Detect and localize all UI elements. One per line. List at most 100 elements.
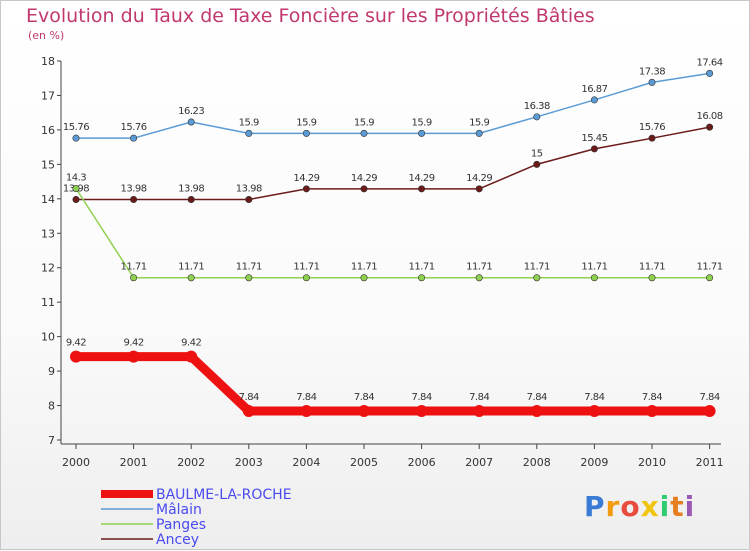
series-line bbox=[71, 352, 715, 416]
data-label: 11.71 bbox=[466, 262, 492, 273]
x-tick-label: 2004 bbox=[292, 456, 320, 469]
data-label: 11.71 bbox=[351, 262, 377, 273]
data-label: 11.71 bbox=[524, 262, 550, 273]
x-tick-label: 2002 bbox=[177, 456, 205, 469]
logo-letter: o bbox=[620, 490, 641, 523]
data-point bbox=[475, 274, 483, 282]
legend-item: BAULME-LA-ROCHE bbox=[101, 487, 292, 503]
x-tick-label: 2003 bbox=[235, 456, 263, 469]
x-tick-label: 2000 bbox=[62, 456, 90, 469]
data-point bbox=[648, 78, 656, 86]
y-tick-label: 15 bbox=[41, 158, 55, 171]
y-ticks: 7 8 9 10 11 12 13 14 15 16 17 18 bbox=[41, 55, 61, 447]
data-label: 14.29 bbox=[466, 173, 492, 184]
data-point bbox=[300, 405, 313, 418]
data-point bbox=[475, 129, 483, 137]
series-line bbox=[75, 126, 711, 201]
data-point bbox=[302, 129, 310, 137]
data-point bbox=[187, 196, 195, 204]
data-label: 14.29 bbox=[293, 173, 319, 184]
data-label: 15.76 bbox=[639, 122, 665, 133]
data-label: 7.84 bbox=[354, 392, 374, 403]
data-label: 11.71 bbox=[409, 262, 435, 273]
data-point bbox=[72, 134, 80, 142]
data-point bbox=[360, 274, 368, 282]
data-label: 17.64 bbox=[697, 57, 723, 68]
data-label: 7.84 bbox=[469, 392, 489, 403]
logo-letter: x bbox=[640, 490, 660, 523]
data-point bbox=[590, 96, 598, 104]
x-tick-label: 2007 bbox=[465, 456, 493, 469]
data-label: 9.42 bbox=[181, 338, 201, 349]
data-point bbox=[418, 185, 426, 193]
data-label: 11.71 bbox=[293, 262, 319, 273]
data-label: 15.9 bbox=[239, 117, 259, 128]
y-axis-unit: (en %) bbox=[28, 29, 65, 42]
data-point bbox=[302, 274, 310, 282]
y-tick-label: 18 bbox=[41, 55, 55, 68]
data-label: 15 bbox=[531, 148, 543, 159]
data-point bbox=[187, 274, 195, 282]
series-panges: 14.3 11.71 11.71 11.71 11.71 11.71 11.71 11.71 1… bbox=[66, 172, 723, 282]
data-label: 15.9 bbox=[469, 117, 489, 128]
y-tick-label: 7 bbox=[48, 434, 55, 447]
y-tick-label: 10 bbox=[41, 331, 55, 344]
x-tick-label: 2010 bbox=[638, 456, 666, 469]
logo-letter: r bbox=[605, 490, 621, 523]
series-line bbox=[75, 72, 711, 139]
legend-label: Ancey bbox=[156, 532, 199, 548]
legend-item: Panges bbox=[101, 517, 206, 533]
data-point bbox=[242, 405, 255, 418]
data-point bbox=[590, 274, 598, 282]
x-tick-label: 2001 bbox=[120, 456, 148, 469]
data-point bbox=[588, 405, 601, 418]
series-line bbox=[75, 187, 711, 279]
data-point bbox=[706, 123, 714, 131]
data-label: 14.29 bbox=[409, 173, 435, 184]
logo-letter: i bbox=[659, 490, 671, 523]
data-point bbox=[418, 274, 426, 282]
data-label: 16.87 bbox=[581, 84, 607, 95]
data-label: 17.38 bbox=[639, 66, 665, 77]
data-point bbox=[245, 129, 253, 137]
data-point bbox=[130, 196, 138, 204]
data-label: 11.71 bbox=[581, 262, 607, 273]
data-point bbox=[360, 185, 368, 193]
data-point bbox=[418, 129, 426, 137]
data-point bbox=[360, 129, 368, 137]
data-label: 7.84 bbox=[642, 392, 662, 403]
data-label: 7.84 bbox=[411, 392, 431, 403]
data-label: 16.38 bbox=[524, 101, 550, 112]
axes bbox=[60, 61, 721, 445]
data-point bbox=[245, 274, 253, 282]
data-label: 7.84 bbox=[584, 392, 604, 403]
data-point bbox=[703, 405, 716, 418]
legend-label: BAULME-LA-ROCHE bbox=[156, 487, 292, 503]
chart-title: Evolution du Taux de Taxe Foncière sur l… bbox=[26, 5, 595, 27]
logo-letter: P bbox=[584, 490, 606, 523]
data-label: 11.71 bbox=[639, 262, 665, 273]
data-label: 9.42 bbox=[66, 338, 86, 349]
data-point bbox=[70, 350, 82, 363]
data-point bbox=[358, 405, 370, 418]
data-point bbox=[185, 350, 198, 363]
data-label: 15.45 bbox=[581, 133, 607, 144]
data-label: 14.3 bbox=[66, 172, 86, 183]
x-tick-label: 2009 bbox=[580, 456, 608, 469]
data-label: 11.71 bbox=[236, 262, 262, 273]
data-label: 16.08 bbox=[697, 111, 723, 122]
data-point bbox=[187, 118, 195, 126]
data-point bbox=[648, 134, 656, 142]
data-label: 11.71 bbox=[121, 262, 147, 273]
data-point bbox=[302, 185, 310, 193]
logo-letter: i bbox=[684, 490, 696, 523]
data-label: 13.98 bbox=[178, 184, 204, 195]
y-tick-label: 12 bbox=[41, 262, 55, 275]
proxiti-logo: Proxiti bbox=[584, 490, 695, 523]
data-point bbox=[530, 405, 543, 418]
data-point bbox=[130, 274, 138, 282]
series-m-lain: 15.76 15.76 16.23 15.9 15.9 15.9 15.9 15.9 16.38… bbox=[63, 57, 723, 142]
